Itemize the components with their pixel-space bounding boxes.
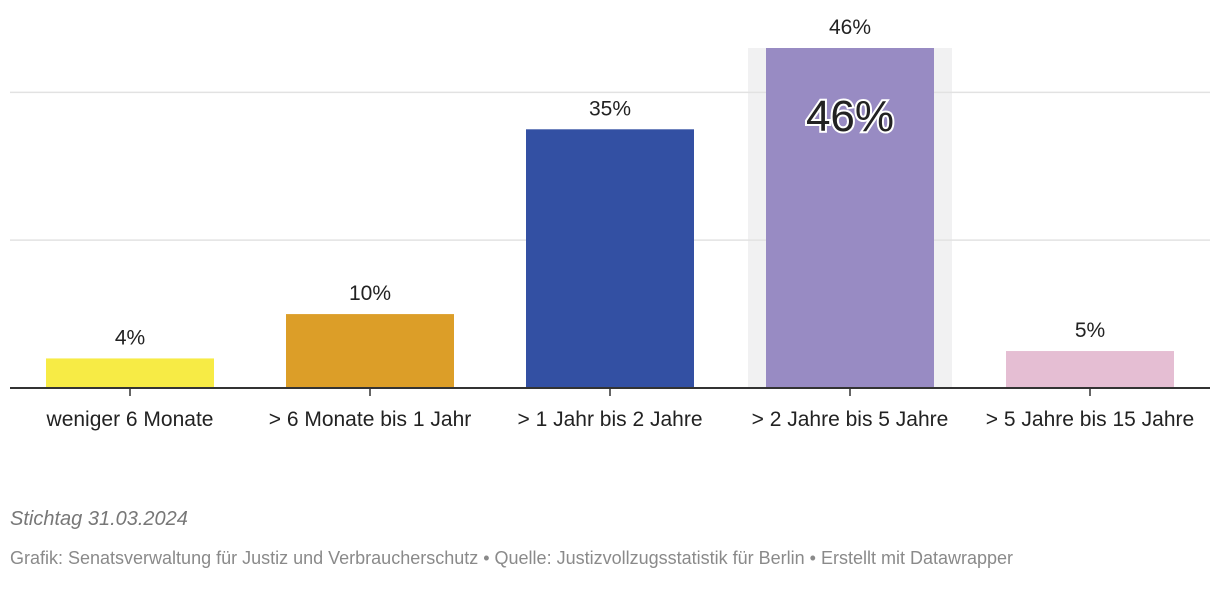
bar-3 — [766, 48, 934, 388]
chart-footer: Stichtag 31.03.2024 Grafik: Senatsverwal… — [10, 508, 1160, 571]
x-tick-label-1: > 6 Monate bis 1 Jahr — [268, 408, 472, 431]
footer-credit: Grafik: Senatsverwaltung für Justiz und … — [10, 548, 1014, 568]
bar-2 — [526, 129, 694, 388]
chart-canvas: 4% 10% 35% 46% 5% 46% — [10, 16, 1210, 396]
x-tick-label-0: weniger 6 Monate — [46, 408, 214, 431]
x-tick-label-4: > 5 Jahre bis 15 Jahre — [985, 408, 1195, 431]
bar-value-label-0: 4% — [115, 326, 145, 349]
bar-value-label-2: 35% — [589, 97, 631, 120]
bar-value-label-1: 10% — [349, 282, 391, 305]
bar-1 — [286, 314, 454, 388]
x-tick-label-3: > 2 Jahre bis 5 Jahre — [751, 408, 949, 431]
highlight-annotation: 46% — [806, 92, 894, 141]
bar-0 — [46, 358, 214, 388]
footer-note: Stichtag 31.03.2024 — [10, 508, 188, 530]
bar-value-label-4: 5% — [1075, 319, 1105, 342]
x-tick-label-2: > 1 Jahr bis 2 Jahre — [517, 408, 703, 431]
bar-4 — [1006, 351, 1174, 388]
bar-chart: 4% 10% 35% 46% 5% 46% weniger 6 Monate > 6 Mon… — [10, 16, 1210, 431]
bar-value-label-3: 46% — [829, 16, 871, 39]
